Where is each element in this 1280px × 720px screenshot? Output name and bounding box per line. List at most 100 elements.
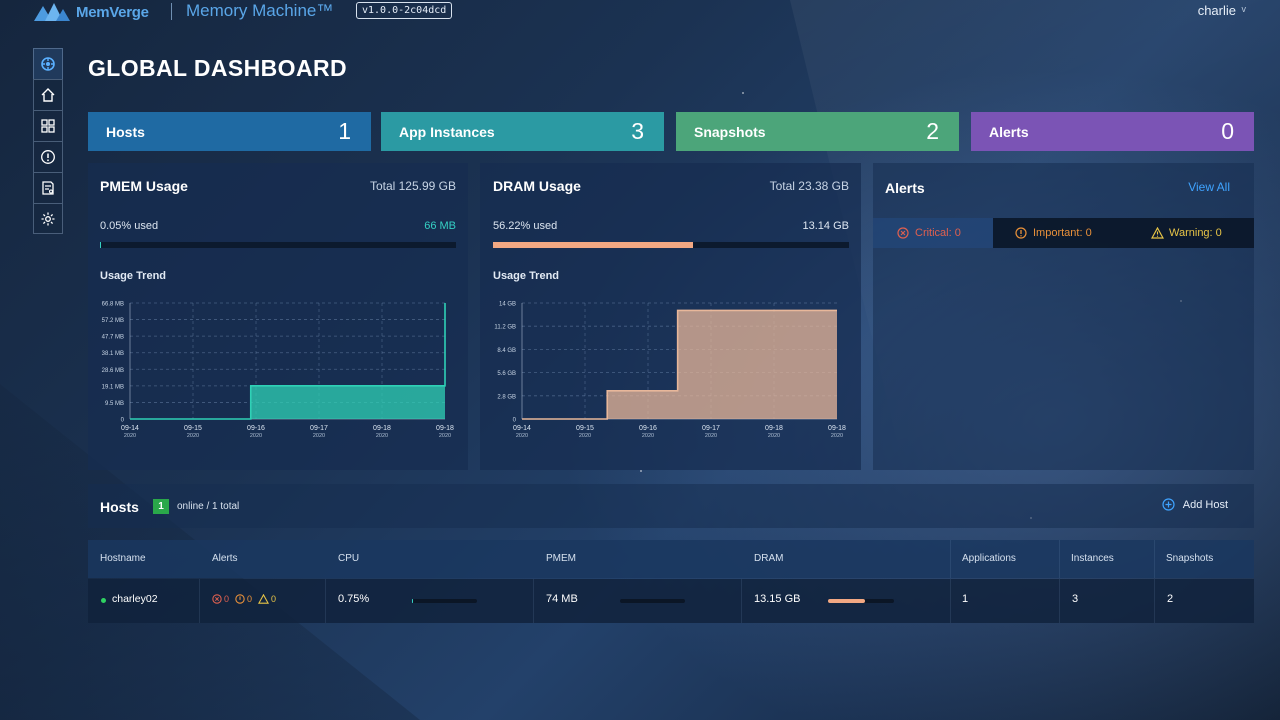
- trend-label: Usage Trend: [493, 270, 560, 282]
- warning-icon: [258, 594, 270, 604]
- snapshots-count: 2: [1167, 593, 1174, 605]
- hostname-link[interactable]: charley02: [112, 593, 158, 605]
- y-tick-label: 11.2 GB: [494, 325, 516, 331]
- x-tick-label: 09-17: [702, 425, 720, 432]
- y-tick-label: 38.1 MB: [102, 351, 124, 357]
- panel-title: PMEM Usage: [100, 178, 188, 194]
- stat-card-hosts[interactable]: Hosts 1: [88, 112, 371, 151]
- critical-icon: [212, 594, 222, 604]
- pmem-usage-bar: [620, 599, 685, 603]
- warning-icon: [1151, 227, 1164, 239]
- applications-count: 1: [962, 593, 969, 605]
- brand-name: MemVerge: [76, 3, 149, 21]
- pmem-usage-bar: [100, 242, 456, 248]
- settings-icon: [41, 212, 55, 225]
- used-percent: 56.22% used: [493, 220, 558, 232]
- report-icon: [42, 181, 54, 195]
- panel-total: Total 23.38 GB: [769, 179, 849, 193]
- alert-icon: [41, 150, 55, 164]
- column-divider: [950, 579, 951, 623]
- header-divider: [171, 3, 172, 20]
- y-tick-label: 2.8 GB: [497, 394, 516, 400]
- column-header-cpu[interactable]: CPU: [338, 553, 360, 564]
- y-tick-label: 0: [513, 418, 517, 424]
- add-host-button[interactable]: Add Host: [1162, 498, 1228, 511]
- column-header-applications[interactable]: Applications: [962, 553, 1016, 564]
- used-percent: 0.05% used: [100, 220, 159, 232]
- view-all-link[interactable]: View All: [1188, 180, 1230, 194]
- stat-card-app-instances[interactable]: App Instances 3: [381, 112, 664, 151]
- y-tick-label: 47.7 MB: [102, 335, 124, 341]
- stat-card-snapshots[interactable]: Snapshots 2: [676, 112, 959, 151]
- pmem-value: 74 MB: [546, 593, 578, 605]
- important-icon: [235, 594, 245, 604]
- column-header-pmem[interactable]: PMEM: [546, 553, 576, 564]
- alert-filter-important[interactable]: Important: 0: [993, 218, 1123, 248]
- x-tick-label: 09-17: [310, 425, 328, 432]
- brand-logo[interactable]: MemVerge: [34, 0, 149, 24]
- column-header-dram[interactable]: DRAM: [754, 553, 784, 564]
- warning-count: 0: [271, 594, 277, 604]
- chevron-down-icon[interactable]: v: [1241, 4, 1247, 14]
- x-tick-label: 09-16: [639, 425, 657, 432]
- home-icon: [41, 88, 55, 102]
- sidebar-item-apps[interactable]: [33, 110, 63, 141]
- memverge-logo-icon: [34, 3, 70, 21]
- column-header-alerts[interactable]: Alerts: [212, 553, 238, 564]
- y-tick-label: 66.8 MB: [102, 302, 124, 308]
- x-tick-label: 09-14: [513, 425, 531, 432]
- cpu-value: 0.75%: [338, 593, 370, 605]
- dram-usage-panel: DRAM Usage Total 23.38 GB 56.22% used 13…: [480, 163, 861, 470]
- online-count-badge: 1: [153, 499, 169, 514]
- sidebar-item-settings[interactable]: [33, 203, 63, 234]
- add-host-label: Add Host: [1182, 498, 1228, 511]
- stat-value: 0: [1221, 118, 1234, 144]
- sidebar-item-alerts[interactable]: [33, 141, 63, 172]
- x-tick-year: 2020: [705, 433, 717, 439]
- instances-count: 3: [1072, 593, 1079, 605]
- dram-usage-bar: [493, 242, 849, 248]
- column-divider: [1154, 579, 1155, 623]
- x-tick-year: 2020: [124, 433, 136, 439]
- x-tick-year: 2020: [376, 433, 388, 439]
- x-tick-year: 2020: [516, 433, 528, 439]
- x-tick-year: 2020: [187, 433, 199, 439]
- column-divider: [533, 579, 534, 623]
- column-header-hostname[interactable]: Hostname: [100, 553, 146, 564]
- sidebar-item-reports[interactable]: [33, 172, 63, 203]
- user-menu[interactable]: charlie: [1197, 3, 1236, 18]
- x-tick-year: 2020: [439, 433, 451, 439]
- column-divider: [741, 579, 742, 623]
- x-tick-label: 09-18: [765, 425, 783, 432]
- dram-usage-bar: [828, 599, 894, 603]
- x-tick-label: 09-15: [184, 425, 202, 432]
- y-tick-label: 9.5 MB: [105, 401, 124, 407]
- sidebar-item-home[interactable]: [33, 79, 63, 110]
- column-divider: [1059, 579, 1060, 623]
- online-status-dot: [101, 598, 106, 603]
- column-header-snapshots[interactable]: Snapshots: [1166, 553, 1214, 564]
- alerts-panel: Alerts View All: [873, 163, 1254, 470]
- alert-filter-critical[interactable]: Critical: 0: [873, 218, 993, 248]
- x-tick-label: 09-18: [436, 425, 454, 432]
- top-bar: MemVerge Memory Machine™ v1.0.0-2c04dcd …: [0, 0, 1280, 24]
- column-header-instances[interactable]: Instances: [1071, 553, 1114, 564]
- column-divider: [199, 579, 200, 623]
- series-area: [130, 303, 445, 419]
- add-circle-icon: [1162, 498, 1175, 511]
- product-name: Memory Machine™: [186, 1, 334, 20]
- dashboard-icon: [41, 57, 55, 71]
- panel-title: Alerts: [885, 180, 925, 196]
- table-row[interactable]: charley02 0 0 0 0.75% 74 MB 13.15 GB 1 3…: [88, 579, 1254, 623]
- background-star: [742, 92, 744, 94]
- x-tick-year: 2020: [250, 433, 262, 439]
- stat-card-alerts[interactable]: Alerts 0: [971, 112, 1254, 151]
- stat-value: 3: [631, 118, 644, 144]
- important-count: Important: 0: [1033, 227, 1092, 239]
- pmem-usage-trend-chart: 0 9.5 MB 19.1 MB 28.6 MB 38.1 MB 47.7 MB 57.2 …: [102, 302, 454, 440]
- grid-icon: [41, 119, 55, 133]
- alert-filter-warning[interactable]: Warning: 0: [1123, 218, 1254, 248]
- sidebar-item-dashboard[interactable]: [33, 48, 63, 79]
- used-value: 13.14 GB: [802, 220, 849, 232]
